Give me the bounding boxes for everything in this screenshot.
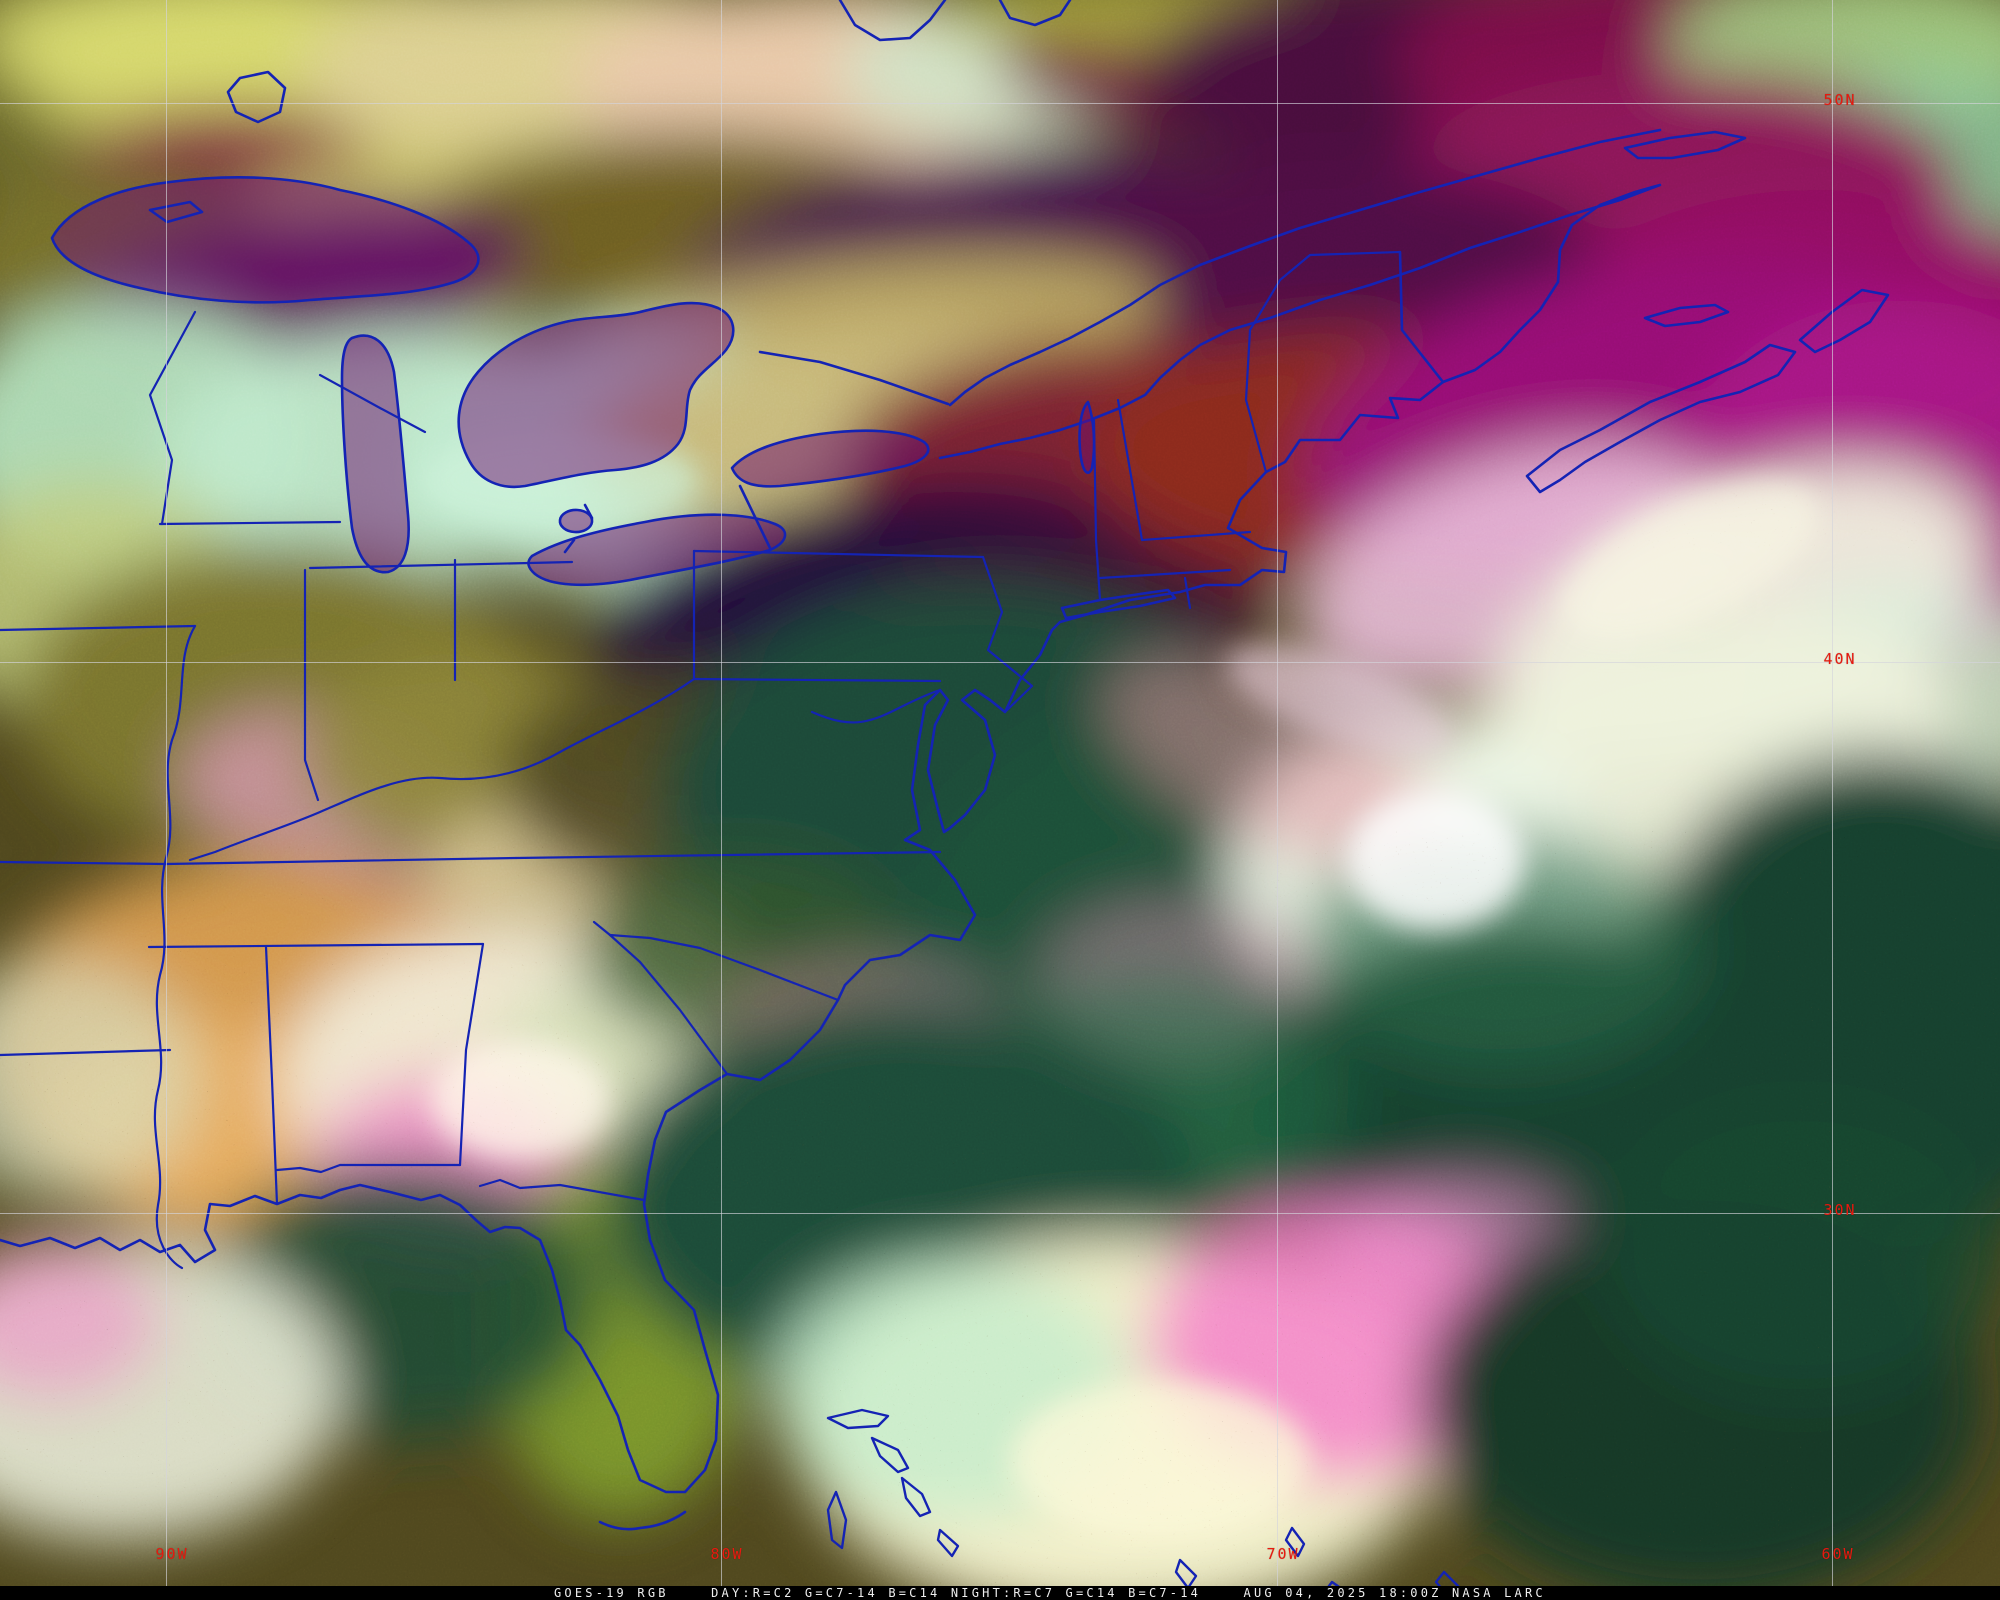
ct-ri-border [1183,576,1192,610]
lake-nipigon [226,70,287,124]
nc-sc-border [608,933,840,1002]
coastline-path [0,250,1445,1494]
ky-tn-border [164,856,518,866]
andros [826,1490,848,1550]
isle-royale [148,200,204,224]
fl-ga-border [478,1178,646,1202]
lake-ontario [730,429,930,488]
lake-erie [527,513,787,587]
ga-al-border [458,942,485,1167]
mi-south-border [308,560,574,570]
lake-st-clair [558,508,594,534]
lake-champlain [1078,400,1096,474]
nova-scotia [1525,343,1797,494]
ar-la-border [0,1048,172,1057]
anticosti-island [1623,130,1747,160]
florida-keys [598,1510,687,1531]
mason-dixon [692,677,942,683]
reservoir-shore [998,0,1072,27]
ny-pa-border [692,549,985,559]
vt-nh-border [1116,398,1144,542]
va-nc-border [514,850,942,860]
ny-vt-border [1092,418,1102,602]
ia-mo-border [0,624,197,632]
ottawa-river [758,350,950,406]
tn-south-border [147,942,485,949]
mo-ar-border [0,860,168,866]
ma-north-border [1140,530,1252,542]
annotation-bar: GOES-19 RGB DAY:R=C2 G=C7-14 B=C14 NIGHT… [0,1586,2000,1600]
detroit-link [563,503,594,554]
cay-2 [1284,1526,1306,1558]
al-ms-border [264,945,279,1206]
product-label: GOES-19 RGB [554,1586,669,1600]
wi-il-border [158,520,342,526]
long-island [1060,588,1177,620]
mn-wi-border [148,310,197,526]
bahamas-islands [826,1408,1464,1600]
channel-formula-label: DAY:R=C2 G=C7-14 B=C14 NIGHT:R=C7 G=C14 … [711,1586,1202,1600]
il-in-border [303,568,320,802]
grand-bahama [826,1408,890,1430]
ohio-river [188,677,696,862]
prince-edward-island [1643,303,1730,328]
ma-south-border [1098,568,1232,580]
potomac-river [810,688,942,724]
vegetation-speckle-texture [0,900,2000,1600]
delaware-river [981,555,1034,714]
eleuthera [900,1476,932,1518]
timestamp-credit-label: AUG 04, 2025 18:00Z NASA LARC [1243,1586,1546,1600]
niagara-link [738,484,772,550]
north-speckle-texture [1400,0,2000,500]
al-fl-border [275,1163,462,1174]
me-west-border [1244,250,1402,474]
wi-mi-up-border [318,373,427,434]
great-lakes [50,176,1096,587]
james-bay-shore [838,0,947,42]
st-lawrence-north-shore [948,128,1662,407]
abaco [870,1436,910,1474]
cape-breton [1798,288,1890,354]
lake-huron [457,301,735,489]
exuma [936,1528,960,1558]
map-boundary-overlay [0,0,1890,1600]
mississippi-river [153,624,197,1270]
state-borders [0,250,1402,1270]
savannah-river [592,920,729,1076]
